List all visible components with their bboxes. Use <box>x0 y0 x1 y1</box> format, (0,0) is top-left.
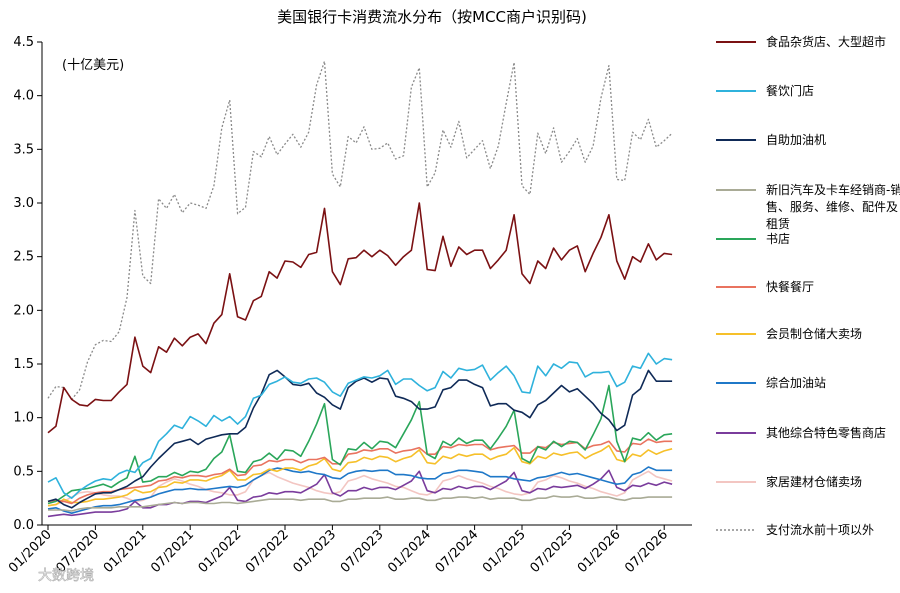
legend-label: 会员制仓储大卖场 <box>766 326 862 341</box>
legend-label: 自助加油机 <box>766 133 826 147</box>
y-tick-label: 3.0 <box>13 196 34 211</box>
x-tick-label: 01/2024 <box>385 527 434 576</box>
x-tick-label: 07/2021 <box>148 527 197 576</box>
legend-label: 书店 <box>766 232 790 246</box>
legend-label: 综合加油站 <box>766 375 826 390</box>
y-axis-ticks: 0.0 0.5 1.0 1.5 2.0 2.5 3.0 3.5 4.0 4.5 <box>13 35 42 533</box>
legend-label: 其他综合特色零售商店 <box>766 425 886 440</box>
y-tick-label: 0.5 <box>13 464 34 479</box>
x-tick-label: 01/2026 <box>575 527 624 576</box>
legend-label: 新旧汽车及卡车经销商-销 <box>766 182 900 197</box>
x-tick-label: 07/2022 <box>243 527 292 576</box>
legend-label: 快餐餐厅 <box>766 279 814 294</box>
x-tick-label: 01/2025 <box>480 527 529 576</box>
chart-title: 美国银行卡消费流水分布（按MCC商户识别码) <box>277 8 587 26</box>
series-line <box>47 202 673 434</box>
legend: 食品杂货店、大型超市餐饮门店自助加油机新旧汽车及卡车经销商-销售、服务、维修、配… <box>716 34 900 537</box>
series-line <box>47 438 673 505</box>
legend-label: 家居建材仓储卖场 <box>766 474 862 489</box>
legend-label: 餐饮门店 <box>766 83 814 98</box>
x-tick-label: 01/2023 <box>290 527 339 576</box>
y-tick-label: 2.0 <box>13 303 34 318</box>
unit-label: (十亿美元) <box>62 58 124 73</box>
y-tick-label: 1.0 <box>13 411 34 426</box>
x-tick-label: 07/2026 <box>622 527 671 576</box>
y-tick-label: 2.5 <box>13 250 34 265</box>
series-line <box>47 352 673 500</box>
x-tick-label: 07/2024 <box>433 527 482 576</box>
legend-label: 租赁 <box>766 217 790 231</box>
series-line <box>47 369 673 509</box>
y-tick-label: 4.0 <box>13 89 34 104</box>
series-line <box>47 444 673 507</box>
series-line <box>47 60 673 401</box>
watermark: 大数跨境 <box>38 568 94 584</box>
series-line <box>48 495 673 512</box>
y-tick-label: 3.5 <box>13 142 34 157</box>
series-line <box>47 470 673 507</box>
x-axis-ticks: 01/202007/202001/202107/202101/202207/20… <box>6 525 671 576</box>
y-tick-label: 1.5 <box>13 357 34 372</box>
series-line <box>47 384 673 505</box>
x-tick-label: 07/2025 <box>527 527 576 576</box>
legend-label: 售、服务、维修、配件及 <box>766 199 898 214</box>
x-tick-label: 01/2022 <box>196 527 245 576</box>
x-tick-label: 07/2023 <box>338 527 387 576</box>
y-tick-label: 0.0 <box>13 518 34 533</box>
y-tick-label: 4.5 <box>13 35 34 50</box>
series-line <box>47 469 673 518</box>
series-line <box>47 466 673 515</box>
legend-label: 支付流水前十项以外 <box>766 522 874 537</box>
series-layer <box>47 60 673 518</box>
x-tick-label: 01/2021 <box>101 527 150 576</box>
legend-label: 食品杂货店、大型超市 <box>766 34 886 49</box>
